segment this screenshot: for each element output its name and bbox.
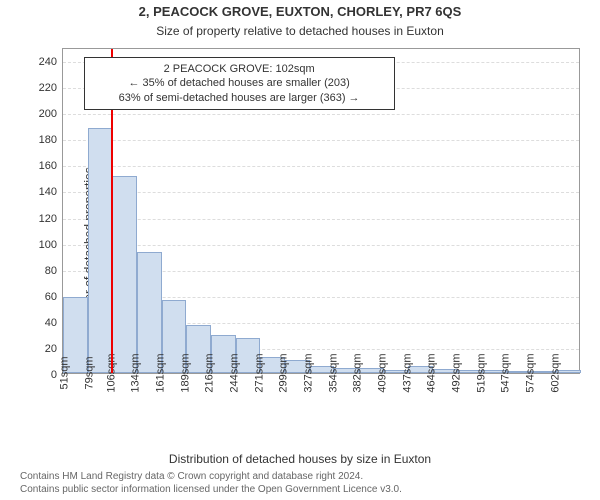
x-tick-label: 574sqm [520,353,536,392]
x-tick-label: 299sqm [274,353,290,392]
x-tick-label: 161sqm [150,353,166,392]
grid-line [63,192,579,193]
x-tick-label: 382sqm [348,353,364,392]
y-tick-label: 220 [39,82,63,94]
grid-line [63,140,579,141]
grid-line [63,245,579,246]
chart-title: 2, PEACOCK GROVE, EUXTON, CHORLEY, PR7 6… [0,4,600,19]
plot-area: 02040608010012014016018020022024051sqm79… [62,48,580,374]
x-tick-label: 79sqm [79,356,95,389]
grid-line [63,219,579,220]
y-tick-label: 80 [45,265,63,277]
x-tick-label: 134sqm [126,353,142,392]
x-tick-label: 271sqm [249,353,265,392]
x-axis-label: Distribution of detached houses by size … [0,452,600,466]
annotation-line-2: ← 35% of detached houses are smaller (20… [93,76,386,90]
x-tick-label: 409sqm [372,353,388,392]
y-tick-label: 240 [39,56,63,68]
y-tick-label: 200 [39,108,63,120]
chart-subtitle: Size of property relative to detached ho… [0,24,600,38]
attribution-line-1: Contains HM Land Registry data © Crown c… [20,471,402,484]
x-tick-label: 547sqm [496,353,512,392]
x-tick-label: 354sqm [323,353,339,392]
x-tick-label: 492sqm [446,353,462,392]
grid-line [63,166,579,167]
annotation-box: 2 PEACOCK GROVE: 102sqm← 35% of detached… [84,57,395,110]
x-tick-label: 437sqm [397,353,413,392]
x-tick-label: 189sqm [175,353,191,392]
y-tick-label: 140 [39,186,63,198]
y-tick-label: 180 [39,134,63,146]
x-tick-label: 51sqm [55,356,71,389]
x-tick-label: 244sqm [224,353,240,392]
histogram-bar [112,176,137,373]
y-tick-label: 20 [45,343,63,355]
x-tick-label: 464sqm [422,353,438,392]
x-tick-label: 519sqm [471,353,487,392]
y-tick-label: 160 [39,160,63,172]
annotation-line-3: 63% of semi-detached houses are larger (… [93,91,386,105]
attribution-line-2: Contains public sector information licen… [20,484,402,497]
y-tick-label: 120 [39,213,63,225]
annotation-line-1: 2 PEACOCK GROVE: 102sqm [93,62,386,76]
histogram-bar [88,128,113,373]
x-tick-label: 216sqm [200,353,216,392]
grid-line [63,114,579,115]
x-tick-label: 602sqm [545,353,561,392]
y-tick-label: 40 [45,317,63,329]
attribution: Contains HM Land Registry data © Crown c… [20,471,402,496]
x-tick-label: 327sqm [298,353,314,392]
y-tick-label: 100 [39,239,63,251]
y-tick-label: 60 [45,291,63,303]
x-tick-label: 106sqm [101,353,117,392]
